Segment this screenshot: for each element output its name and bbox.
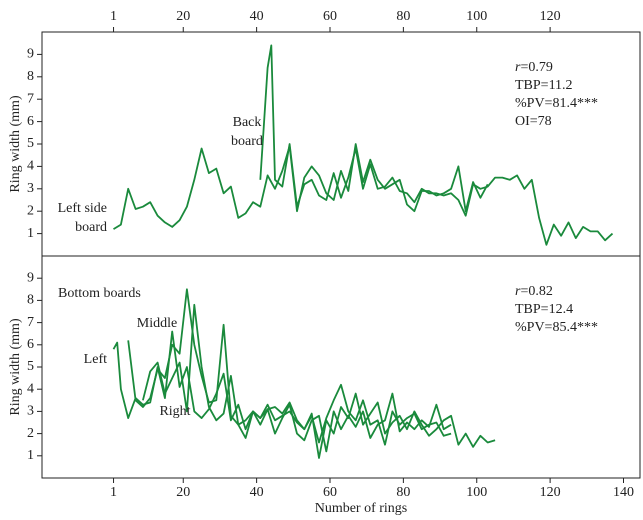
x-tick-label: 20 — [176, 9, 190, 24]
y-tick-label: 4 — [27, 381, 34, 396]
x-tick-label: 60 — [323, 9, 337, 24]
stat-line: %PV=81.4*** — [515, 96, 598, 111]
y-tick-label: 6 — [27, 337, 34, 352]
x-tick-label: 100 — [466, 9, 487, 24]
x-tick-label: 60 — [323, 485, 337, 500]
series-label: Middle — [137, 316, 177, 331]
stat-line: OI=78 — [515, 114, 552, 129]
x-tick-label: 80 — [396, 485, 410, 500]
stat-line: TBP=12.4 — [515, 302, 573, 317]
y-tick-label: 5 — [27, 136, 34, 151]
y-tick-label: 8 — [27, 293, 34, 308]
x-tick-label: 40 — [250, 485, 264, 500]
y-tick-label: 3 — [27, 404, 34, 419]
series-label: Back board — [231, 115, 263, 149]
y-tick-label: 2 — [27, 203, 34, 218]
x-tick-label: 1 — [110, 9, 117, 24]
y-axis-label: Ring width (mm) — [8, 318, 23, 416]
series-line — [142, 303, 452, 453]
y-tick-label: 3 — [27, 181, 34, 196]
y-tick-label: 7 — [27, 315, 34, 330]
series-label: Left — [84, 352, 107, 367]
x-tick-label: 80 — [396, 9, 410, 24]
stat-line: r=0.82 — [515, 284, 553, 299]
y-tick-label: 4 — [27, 159, 34, 174]
y-tick-label: 1 — [27, 226, 34, 241]
y-tick-label: 2 — [27, 426, 34, 441]
x-tick-label: 20 — [176, 485, 190, 500]
y-tick-label: 6 — [27, 114, 34, 129]
x-tick-label: 120 — [540, 9, 561, 24]
x-tick-label: 100 — [466, 485, 487, 500]
y-tick-label: 8 — [27, 69, 34, 84]
x-tick-label: 140 — [613, 485, 634, 500]
panel-annotation: Bottom boards — [58, 286, 141, 301]
x-tick-label: 1 — [110, 485, 117, 500]
y-tick-label: 7 — [27, 91, 34, 106]
series-line — [113, 143, 489, 230]
series-line — [259, 44, 614, 246]
series-label: Right — [159, 404, 190, 419]
stat-line: TBP=11.2 — [515, 78, 573, 93]
y-tick-label: 1 — [27, 448, 34, 463]
stat-line: r=0.79 — [515, 60, 553, 75]
y-axis-label: Ring width (mm) — [8, 95, 23, 193]
x-tick-label: 120 — [540, 485, 561, 500]
y-tick-label: 9 — [27, 270, 34, 285]
x-axis-label: Number of rings — [315, 501, 408, 516]
series-label: Left side board — [58, 201, 107, 235]
stat-line: %PV=85.4*** — [515, 320, 598, 335]
y-tick-label: 9 — [27, 47, 34, 62]
y-tick-label: 5 — [27, 359, 34, 374]
x-tick-label: 40 — [250, 9, 264, 24]
